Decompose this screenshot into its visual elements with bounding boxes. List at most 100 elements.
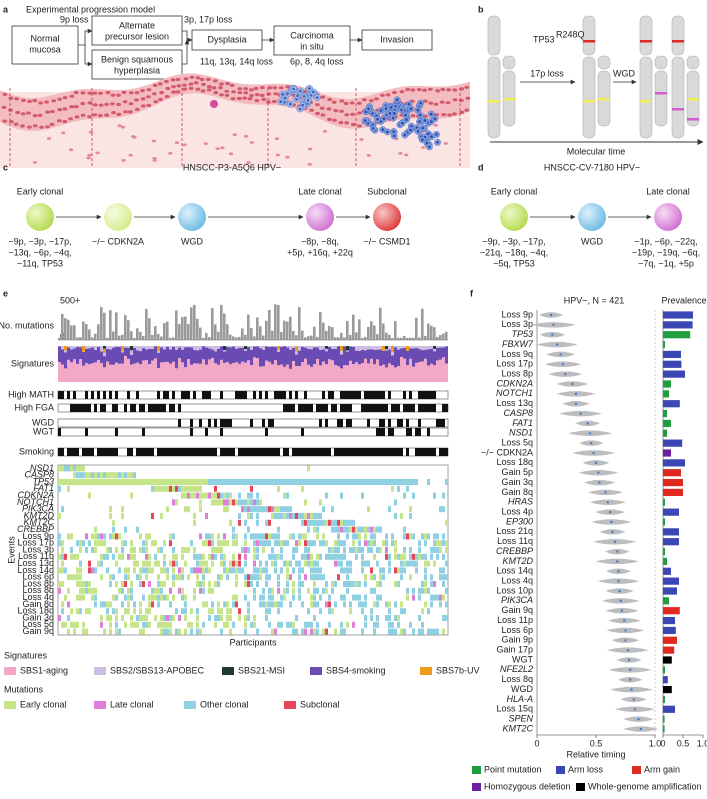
mutation-bar — [109, 310, 112, 340]
event-cell — [271, 594, 274, 601]
event-cell — [79, 540, 82, 547]
median-dot — [616, 550, 619, 553]
event-cell — [319, 479, 322, 485]
event-cell — [67, 574, 70, 581]
mutation-bar — [262, 335, 265, 340]
event-cell — [112, 594, 115, 601]
tumor-nucleus — [279, 100, 283, 103]
event-cell — [373, 479, 376, 485]
event-cell — [394, 553, 397, 560]
row-label: No. mutations — [0, 320, 54, 330]
tumor-nucleus — [407, 102, 411, 106]
event-cell — [124, 574, 127, 581]
cell — [37, 113, 43, 117]
bar — [663, 380, 671, 388]
event-cell — [112, 574, 115, 581]
event-cell — [280, 479, 283, 485]
cell — [116, 102, 122, 107]
event-cell — [316, 479, 319, 485]
mutation-bar — [436, 336, 439, 340]
signature-segment — [223, 350, 226, 352]
event-cell — [292, 581, 295, 587]
cell — [339, 99, 345, 103]
event-cell — [97, 560, 100, 567]
x-tick-label: 0 — [660, 738, 665, 748]
event-cell — [391, 540, 394, 547]
event-cell — [202, 553, 205, 560]
event-cell — [343, 540, 346, 547]
event-cell — [442, 506, 445, 513]
event-cell — [115, 533, 118, 540]
median-dot — [608, 510, 612, 514]
smoking-cell — [376, 448, 379, 456]
signature-segment — [151, 346, 154, 349]
event-cell — [400, 628, 403, 635]
fga-cell — [79, 404, 82, 412]
mutation-bar — [382, 323, 385, 340]
mutation-bar — [376, 334, 379, 340]
event-cell — [367, 547, 370, 553]
signature-segment — [340, 346, 343, 351]
bar — [663, 626, 676, 635]
event-cell — [157, 621, 160, 628]
bar — [663, 469, 681, 477]
median-dot — [630, 688, 633, 691]
event-cell — [130, 553, 133, 560]
mutation-bar — [148, 318, 151, 340]
mutation-bar — [235, 337, 238, 340]
event-cell — [178, 615, 181, 621]
event-cell — [274, 479, 277, 485]
event-cell — [313, 540, 316, 547]
event-cell — [250, 479, 253, 485]
event-cell — [334, 547, 337, 553]
stage-label: WGD — [181, 236, 203, 246]
signature-segment — [238, 346, 241, 348]
event-cell — [313, 601, 316, 608]
event-cell — [283, 513, 286, 519]
event-cell — [208, 608, 211, 615]
event-cell — [175, 608, 178, 615]
event-cell — [349, 547, 352, 553]
wgd-cell — [199, 419, 202, 427]
smoking-cell — [367, 448, 370, 456]
event-cell — [265, 479, 268, 485]
event-cell — [154, 479, 157, 485]
signature-segment — [400, 348, 403, 357]
event-cell — [280, 540, 283, 547]
event-cell — [355, 553, 358, 560]
legend-title: Mutations — [4, 684, 44, 694]
event-cell — [376, 479, 379, 485]
event-cell — [190, 540, 193, 547]
event-cell — [295, 513, 298, 519]
event-cell — [85, 581, 88, 587]
cell — [440, 87, 446, 92]
event-cell — [160, 547, 163, 553]
event-cell — [415, 479, 418, 485]
event-cell — [163, 560, 166, 567]
math-cell — [352, 391, 355, 399]
event-cell — [181, 587, 184, 594]
bar — [663, 331, 691, 339]
event-cell — [184, 479, 187, 485]
event-cell — [211, 553, 214, 560]
cell — [175, 90, 181, 94]
signature-segment — [136, 350, 139, 363]
wgt-cell — [391, 428, 394, 436]
signature-segment — [79, 347, 82, 360]
event-cell — [76, 465, 79, 472]
event-cell — [268, 540, 271, 547]
event-cell — [202, 479, 205, 485]
signature-segment — [430, 348, 433, 364]
cell — [398, 152, 403, 155]
event-cell — [214, 499, 217, 506]
event-cell — [376, 594, 379, 601]
event-cell — [160, 594, 163, 601]
math-cell — [187, 391, 190, 399]
wgd-cell — [388, 419, 391, 427]
cell — [350, 112, 355, 116]
event-cell — [355, 547, 358, 553]
signature-segment — [298, 366, 301, 382]
signature-segment — [121, 352, 124, 364]
tumor-nucleus — [301, 103, 304, 107]
signature-segment — [406, 346, 409, 351]
